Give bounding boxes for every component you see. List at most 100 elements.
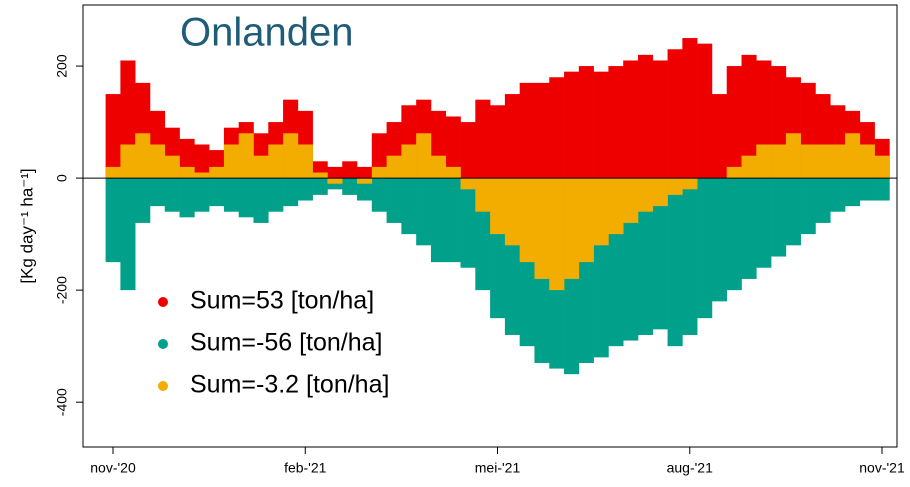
bar [667,178,683,195]
chart-title: Onlanden [180,11,353,55]
bar [623,60,639,179]
bar [859,178,875,201]
bar [312,172,328,179]
bar [800,144,816,179]
bar [445,116,461,179]
bar [741,178,757,279]
bar [741,155,757,179]
bar [652,60,668,179]
bar [120,178,136,291]
bar [342,161,358,179]
bar [327,178,343,184]
bar [815,144,831,179]
bar [593,178,609,246]
legend-marker [158,339,168,349]
bar [756,144,772,179]
bar [416,133,432,179]
bar [637,178,654,212]
bar [830,178,846,212]
plot-frame [82,4,898,448]
bar [652,178,668,207]
bar [785,133,801,179]
bar [386,178,402,223]
bar [830,144,846,179]
bar [682,178,698,335]
bar [667,178,683,347]
bar [874,155,890,179]
x-tick-label: feb-'21 [284,460,327,476]
bar [578,66,594,179]
bar [697,43,713,179]
bar [460,178,476,268]
bar [223,144,240,179]
bar [815,178,831,223]
bar [401,178,417,235]
bar [283,133,299,179]
bar [845,178,861,207]
bar [475,178,491,212]
bar [223,178,240,212]
bar [637,54,654,179]
y-tick-label: -400 [54,388,70,416]
bar [401,144,417,179]
bar [179,166,195,179]
bar [342,178,358,195]
y-tick-label: 200 [54,54,70,78]
bar [357,166,373,179]
x-tick-label: aug-'21 [667,460,713,476]
bar [105,166,121,179]
bar [711,94,728,179]
bar [652,178,668,330]
bar [386,155,402,179]
bar [209,166,225,179]
bar [593,71,609,179]
bar [297,144,313,179]
bar [164,155,180,179]
bar [726,178,742,291]
bar [519,82,535,179]
bar [135,133,151,179]
bar [504,178,520,246]
bar [859,144,875,179]
bar [194,178,210,212]
bar [564,71,580,179]
bar [608,178,624,235]
bar [534,178,550,279]
y-tick-label: 0 [54,174,70,182]
legend-label: Sum=-3.2 [ton/ha] [190,371,389,399]
bar [149,178,166,207]
bar [637,178,654,335]
bar [194,144,210,179]
bar [800,178,816,235]
bar [371,178,387,212]
bar [771,178,787,257]
bar [874,178,890,201]
y-tick-label: -200 [54,276,70,304]
bar [711,178,728,302]
bar [327,166,343,179]
legend-label: Sum=53 [ton/ha] [190,287,374,315]
bar [578,178,594,263]
bar [549,77,565,179]
bar [623,178,639,223]
bar [268,178,284,212]
bar [238,133,254,179]
bar [504,94,520,179]
bar [445,166,461,179]
bar [490,105,506,179]
bar [120,144,136,179]
bar [534,82,550,179]
bar [238,178,254,218]
bar [312,178,328,195]
bar [475,99,491,179]
bar [253,178,269,223]
bar [726,66,742,179]
bar [682,38,698,179]
bar [608,66,624,179]
bar [564,178,580,279]
bar [519,178,535,263]
bar [756,178,772,268]
bar [283,178,299,207]
legend-marker [158,297,168,307]
